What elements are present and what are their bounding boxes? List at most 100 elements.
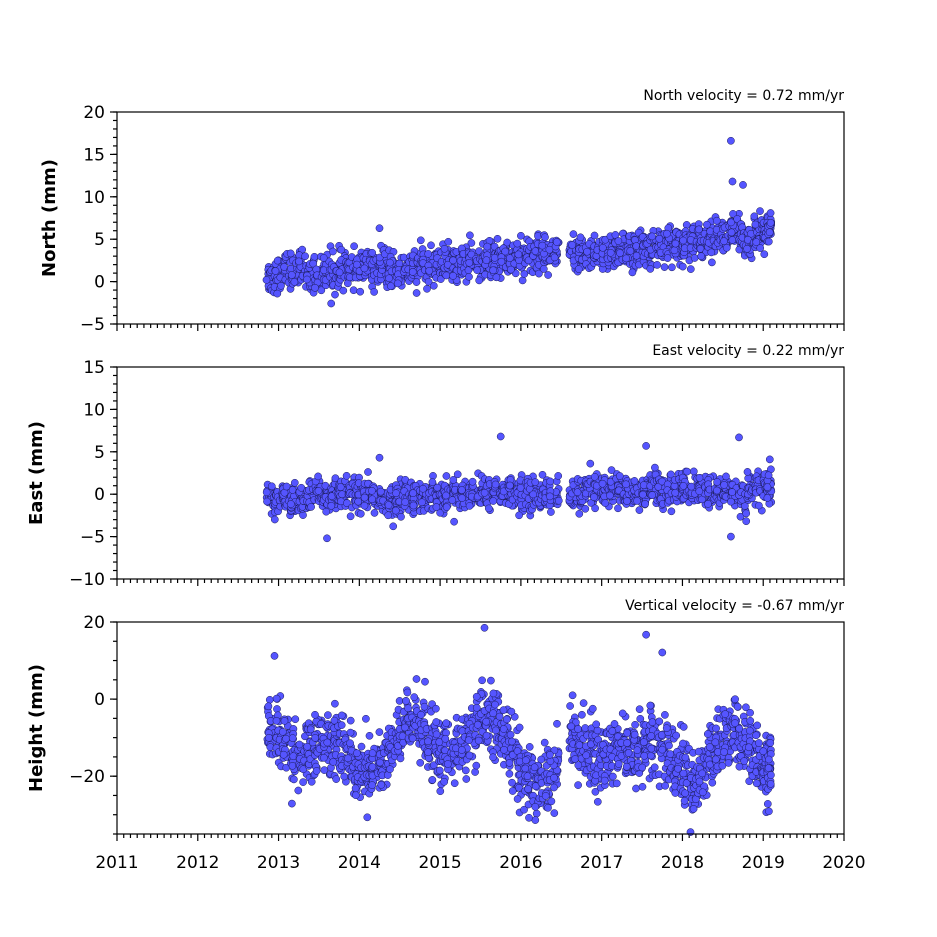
east-data-point [689, 467, 698, 476]
east-data-point [360, 501, 369, 510]
north-data-point [539, 265, 548, 273]
north-data-point [466, 231, 474, 240]
height-data-point [307, 777, 316, 786]
height-data-point [465, 751, 474, 760]
height-data-point [290, 775, 298, 784]
north-data-point [440, 244, 449, 253]
height-data-point [279, 750, 288, 759]
north-data-point [449, 256, 457, 265]
east-data-point [450, 517, 458, 526]
east-data-point [401, 498, 410, 506]
height-data-point [402, 697, 410, 705]
height-data-point [420, 702, 429, 711]
north-data-point [370, 288, 378, 296]
height-data-point [579, 699, 588, 707]
height-data-point [482, 731, 491, 740]
east-data-point [635, 506, 644, 514]
height-data-point [550, 809, 559, 817]
height-data-point [424, 737, 432, 746]
height-data-point [365, 731, 374, 740]
north-data-point [368, 248, 377, 257]
height-data-point [499, 706, 508, 714]
north-data-point [670, 246, 679, 255]
height-data-point [337, 711, 346, 720]
height-data-point [523, 772, 532, 781]
height-data-point [346, 716, 355, 725]
east-data-point [458, 494, 466, 502]
height-data-point [299, 778, 307, 786]
height-data-point [320, 766, 329, 774]
height-y-tick-label: 20 [83, 613, 105, 633]
east-data-point [267, 482, 276, 491]
east-data-point [322, 507, 331, 516]
north-data-point [442, 271, 451, 280]
height-data-point [567, 722, 576, 731]
north-data-point [449, 272, 457, 280]
height-data-point [507, 707, 516, 716]
height-data-point [311, 710, 319, 719]
east-outlier-point [642, 442, 650, 450]
east-data-point [392, 489, 400, 498]
north-data-point [653, 261, 661, 269]
height-data-point [550, 773, 558, 782]
east-data-point [546, 477, 555, 486]
north-data-point [728, 236, 737, 244]
height-data-point [312, 767, 321, 775]
north-data-point [273, 256, 282, 265]
height-data-point [544, 803, 552, 812]
north-data-point [648, 232, 656, 241]
north-data-point [465, 272, 473, 281]
height-data-point [500, 745, 508, 754]
north-data-point [311, 283, 319, 292]
height-data-point [513, 795, 522, 803]
north-data-point [424, 277, 433, 286]
height-data-point [320, 753, 328, 762]
east-data-point [641, 500, 649, 508]
north-data-point [538, 241, 547, 250]
east-outlier-point [375, 453, 384, 462]
north-data-point [513, 239, 522, 248]
east-data-point [607, 466, 616, 474]
north-data-point [541, 233, 549, 242]
east-data-point [409, 489, 417, 498]
east-data-point [586, 459, 595, 468]
north-y-tick-label: 15 [83, 145, 105, 165]
height-data-point [474, 736, 483, 745]
east-panel: East velocity = 0.22 mm/yr East (mm) −10… [26, 343, 845, 590]
north-data-point [678, 262, 687, 271]
north-data-point [501, 247, 510, 256]
height-data-point [461, 766, 470, 775]
east-data-point [314, 472, 322, 481]
height-data-point [377, 780, 386, 789]
height-data-point [546, 750, 554, 759]
height-data-point [578, 710, 586, 719]
height-data-point [272, 694, 281, 703]
height-data-point [424, 748, 432, 757]
height-data-point [368, 763, 377, 771]
height-data-point [482, 717, 491, 726]
height-data-point [412, 675, 421, 683]
height-data-point [450, 779, 459, 788]
height-data-point [505, 759, 514, 767]
east-outlier-point [735, 433, 743, 442]
east-data-point [419, 484, 427, 493]
east-data-point [270, 515, 279, 524]
east-data-point [370, 509, 379, 517]
north-data-point [583, 247, 591, 256]
east-data-point [442, 472, 451, 480]
height-data-point [547, 797, 556, 806]
north-data-point [277, 281, 285, 290]
north-data-point [492, 273, 501, 282]
north-data-point [353, 260, 361, 269]
east-data-point [722, 472, 730, 481]
height-data-point [521, 764, 530, 773]
north-outlier-point [728, 177, 737, 186]
height-data-point [575, 741, 584, 749]
north-data-point [412, 289, 421, 297]
north-data-point [423, 284, 431, 293]
east-data-point [442, 491, 450, 500]
north-outlier-point [727, 136, 735, 145]
east-data-point [290, 478, 299, 487]
height-data-point [522, 756, 530, 765]
height-data-point [396, 754, 405, 763]
